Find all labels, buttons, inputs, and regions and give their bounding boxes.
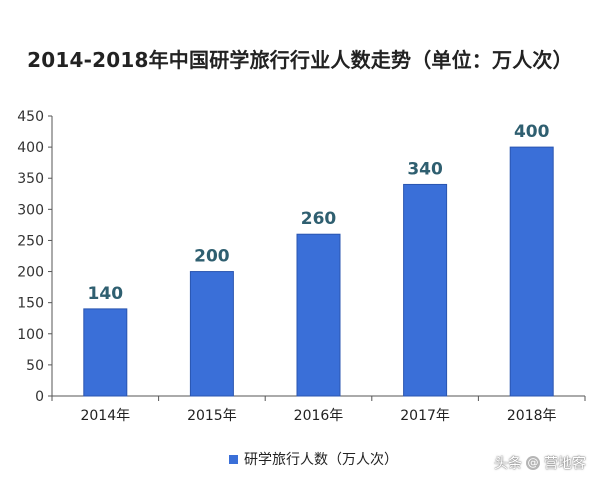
legend-label: 研学旅行人数（万人次） [244, 452, 398, 468]
y-tick-label: 50 [26, 358, 44, 374]
y-tick-label: 100 [17, 327, 44, 343]
bar [403, 183, 448, 397]
y-tick-label: 350 [17, 171, 44, 187]
watermark-platform: 头条 [494, 456, 522, 472]
x-axis: 2014年 2015年 2016年 2017年 2018年 [51, 395, 586, 424]
bar [509, 146, 554, 397]
data-label: 400 [514, 122, 550, 142]
y-tick-label: 0 [35, 389, 44, 405]
chart-title: 2014-2018年中国研学旅行行业人数走势（单位：万人次） [27, 48, 573, 72]
legend: 研学旅行人数（万人次） [229, 452, 398, 468]
x-tick-label: 2018年 [507, 408, 557, 424]
x-tick-label: 2015年 [187, 408, 237, 424]
bar [189, 271, 234, 397]
y-axis: 0 50 100 150 200 250 300 350 400 450 [17, 109, 53, 405]
data-label: 340 [407, 159, 443, 179]
x-tick-label: 2016年 [294, 408, 344, 424]
y-tick-label: 450 [17, 109, 44, 125]
y-tick-label: 200 [17, 265, 44, 281]
legend-swatch [229, 455, 238, 464]
y-tick-label: 250 [17, 233, 44, 249]
data-label: 200 [194, 247, 230, 267]
y-tick-label: 150 [17, 296, 44, 312]
bar [296, 233, 341, 397]
watermark: 头条 @ 营地客 [494, 453, 586, 473]
bar [83, 308, 128, 397]
watermark-account: 营地客 [544, 456, 586, 472]
y-tick-label: 300 [17, 202, 44, 218]
x-tick-label: 2017年 [400, 408, 450, 424]
bar-series: 140 200 260 340 400 [83, 122, 554, 397]
at-icon: @ [526, 456, 540, 470]
y-tick-label: 400 [17, 140, 44, 156]
data-label: 140 [88, 284, 124, 304]
x-tick-label: 2014年 [80, 408, 130, 424]
data-label: 260 [301, 209, 337, 229]
